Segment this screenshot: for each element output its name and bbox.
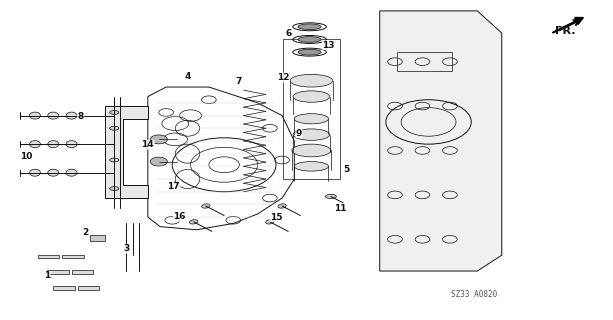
Circle shape bbox=[150, 135, 167, 144]
Text: 10: 10 bbox=[20, 152, 32, 161]
Polygon shape bbox=[105, 106, 148, 198]
Ellipse shape bbox=[29, 169, 40, 176]
Bar bbox=[53, 286, 75, 290]
Ellipse shape bbox=[66, 112, 77, 119]
Text: 3: 3 bbox=[123, 244, 129, 253]
Ellipse shape bbox=[48, 112, 59, 119]
Ellipse shape bbox=[110, 158, 119, 162]
Bar bbox=[78, 286, 99, 290]
Ellipse shape bbox=[66, 169, 77, 176]
Text: 15: 15 bbox=[270, 212, 282, 222]
Text: 6: 6 bbox=[285, 29, 291, 38]
Ellipse shape bbox=[66, 141, 77, 148]
Ellipse shape bbox=[29, 141, 40, 148]
Polygon shape bbox=[379, 11, 502, 271]
Ellipse shape bbox=[298, 24, 321, 30]
Bar bbox=[47, 270, 69, 274]
Text: 9: 9 bbox=[296, 129, 302, 138]
Ellipse shape bbox=[202, 204, 210, 208]
Ellipse shape bbox=[298, 49, 321, 55]
Ellipse shape bbox=[290, 74, 333, 87]
Ellipse shape bbox=[110, 110, 119, 114]
Bar bbox=[63, 254, 84, 258]
Ellipse shape bbox=[29, 112, 40, 119]
Bar bbox=[283, 39, 340, 179]
Bar bbox=[90, 235, 105, 241]
Text: 16: 16 bbox=[173, 212, 186, 221]
Text: 11: 11 bbox=[334, 204, 346, 213]
Text: FR.: FR. bbox=[555, 26, 576, 36]
Ellipse shape bbox=[326, 195, 337, 198]
Ellipse shape bbox=[293, 129, 330, 140]
Bar bbox=[38, 254, 59, 258]
Text: 2: 2 bbox=[83, 228, 89, 237]
Ellipse shape bbox=[278, 204, 286, 208]
Ellipse shape bbox=[266, 220, 274, 224]
Ellipse shape bbox=[48, 169, 59, 176]
Text: 7: 7 bbox=[235, 77, 242, 86]
Text: SZ33 A0820: SZ33 A0820 bbox=[451, 290, 497, 299]
Text: 14: 14 bbox=[142, 140, 154, 149]
Ellipse shape bbox=[294, 114, 329, 124]
Text: 17: 17 bbox=[167, 182, 180, 191]
Ellipse shape bbox=[189, 220, 198, 224]
Ellipse shape bbox=[292, 144, 331, 157]
Ellipse shape bbox=[294, 162, 329, 171]
Ellipse shape bbox=[293, 91, 330, 102]
Ellipse shape bbox=[298, 36, 321, 42]
Text: 4: 4 bbox=[185, 72, 191, 81]
Ellipse shape bbox=[110, 126, 119, 130]
Text: 5: 5 bbox=[343, 165, 349, 174]
Text: 12: 12 bbox=[277, 73, 289, 82]
Text: 8: 8 bbox=[78, 112, 84, 121]
Bar bbox=[397, 52, 452, 71]
Ellipse shape bbox=[48, 141, 59, 148]
Ellipse shape bbox=[110, 187, 119, 190]
Bar bbox=[72, 270, 93, 274]
Text: 1: 1 bbox=[44, 271, 50, 280]
Text: 13: 13 bbox=[322, 41, 335, 50]
Circle shape bbox=[150, 157, 167, 166]
